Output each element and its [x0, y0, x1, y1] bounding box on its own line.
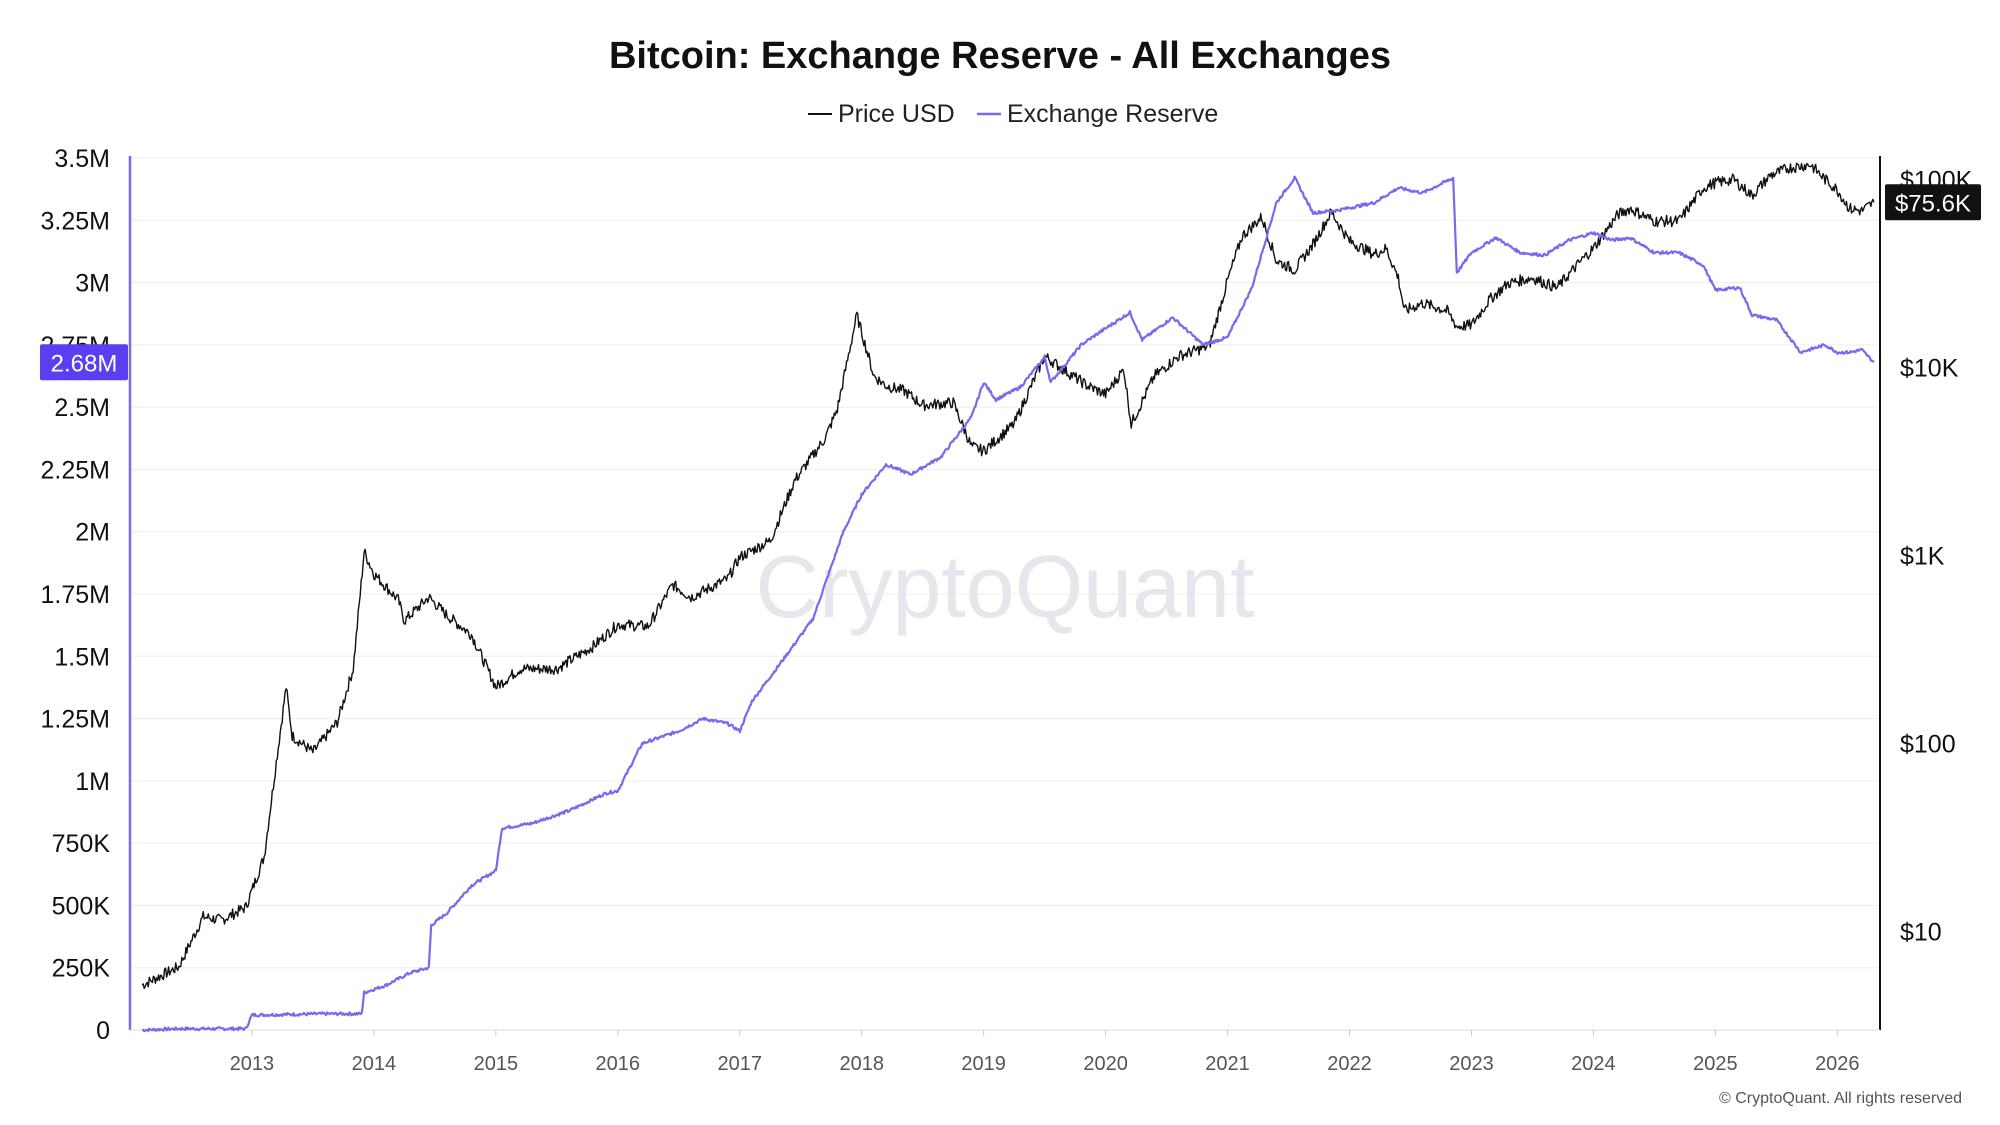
y-left-tick-label: 2M [75, 519, 110, 547]
footer-copyright: © CryptoQuant. All rights reserved [1719, 1090, 1962, 1107]
x-tick-label: 2015 [474, 1053, 519, 1075]
x-axis: 2013 2014 2015 2016 2017 2018 2019 2020 2021 2022… [230, 1030, 1860, 1075]
x-tick-label: 2017 [718, 1053, 763, 1075]
x-tick-label: 2016 [596, 1053, 641, 1075]
y-left-tick-label: 1.5M [54, 643, 110, 671]
current-value-badges: 2.68M $75.6K [40, 184, 1981, 381]
series-line-exchange-reserve [141, 175, 1875, 1033]
current-price-badge: $75.6K [1895, 190, 1971, 217]
y-left-tick-label: 3M [75, 270, 110, 298]
chart-title: Bitcoin: Exchange Reserve - All Exchange… [609, 35, 1391, 77]
x-tick-label: 2019 [961, 1053, 1006, 1075]
y-left-tick-label: 3.25M [41, 207, 110, 235]
x-tick-label: 2026 [1815, 1053, 1860, 1075]
x-tick-label: 2013 [230, 1053, 275, 1075]
series-line-price-usd [141, 162, 1875, 990]
y-right-tick-label: $10K [1900, 354, 1959, 382]
current-reserve-badge: 2.68M [51, 350, 118, 377]
current-reserve-badge-bg [40, 344, 128, 381]
series-layer [141, 162, 1875, 1033]
x-tick-label: 2024 [1571, 1053, 1616, 1075]
watermark: CryptoQuant [756, 537, 1255, 636]
legend[interactable]: Price USD Exchange Reserve [808, 100, 1218, 128]
y-axis-left: 0 250K 500K 750K 1M 1.25M 1.5M 1.75M 2M 2.25M 2.5M… [41, 145, 111, 1045]
grid-lines [130, 157, 1880, 969]
y-right-tick-label: $100 [1900, 731, 1956, 759]
axes [128, 156, 1881, 1031]
current-price-badge-bg [1885, 184, 1981, 221]
y-left-tick-label: 1M [75, 768, 110, 796]
x-tick-label: 2023 [1449, 1053, 1494, 1075]
x-tick-label: 2025 [1693, 1053, 1738, 1075]
y-left-tick-label: 0 [96, 1017, 110, 1045]
y-left-tick-label: 250K [52, 955, 111, 983]
y-left-tick-label: 3.5M [54, 145, 110, 173]
x-tick-label: 2020 [1083, 1053, 1128, 1075]
y-left-tick-label: 1.25M [41, 706, 110, 734]
y-left-tick-label: 500K [52, 892, 111, 920]
x-tick-label: 2021 [1205, 1053, 1250, 1075]
y-right-tick-label: $1K [1900, 543, 1945, 571]
y-axis-right: $10$100$1K$10K$100K [1900, 166, 1973, 946]
y-left-tick-label: 1.75M [41, 581, 110, 609]
y-left-tick-label: 2.5M [54, 394, 110, 422]
x-tick-label: 2014 [352, 1053, 397, 1075]
legend-label-price: Price USD [838, 100, 955, 128]
y-left-tick-label: 2.25M [41, 456, 110, 484]
y-left-tick-label: 750K [52, 830, 111, 858]
legend-label-reserve: Exchange Reserve [1007, 100, 1218, 128]
x-tick-label: 2022 [1327, 1053, 1372, 1075]
y-right-tick-label: $10 [1900, 919, 1942, 947]
x-tick-label: 2018 [839, 1053, 884, 1075]
